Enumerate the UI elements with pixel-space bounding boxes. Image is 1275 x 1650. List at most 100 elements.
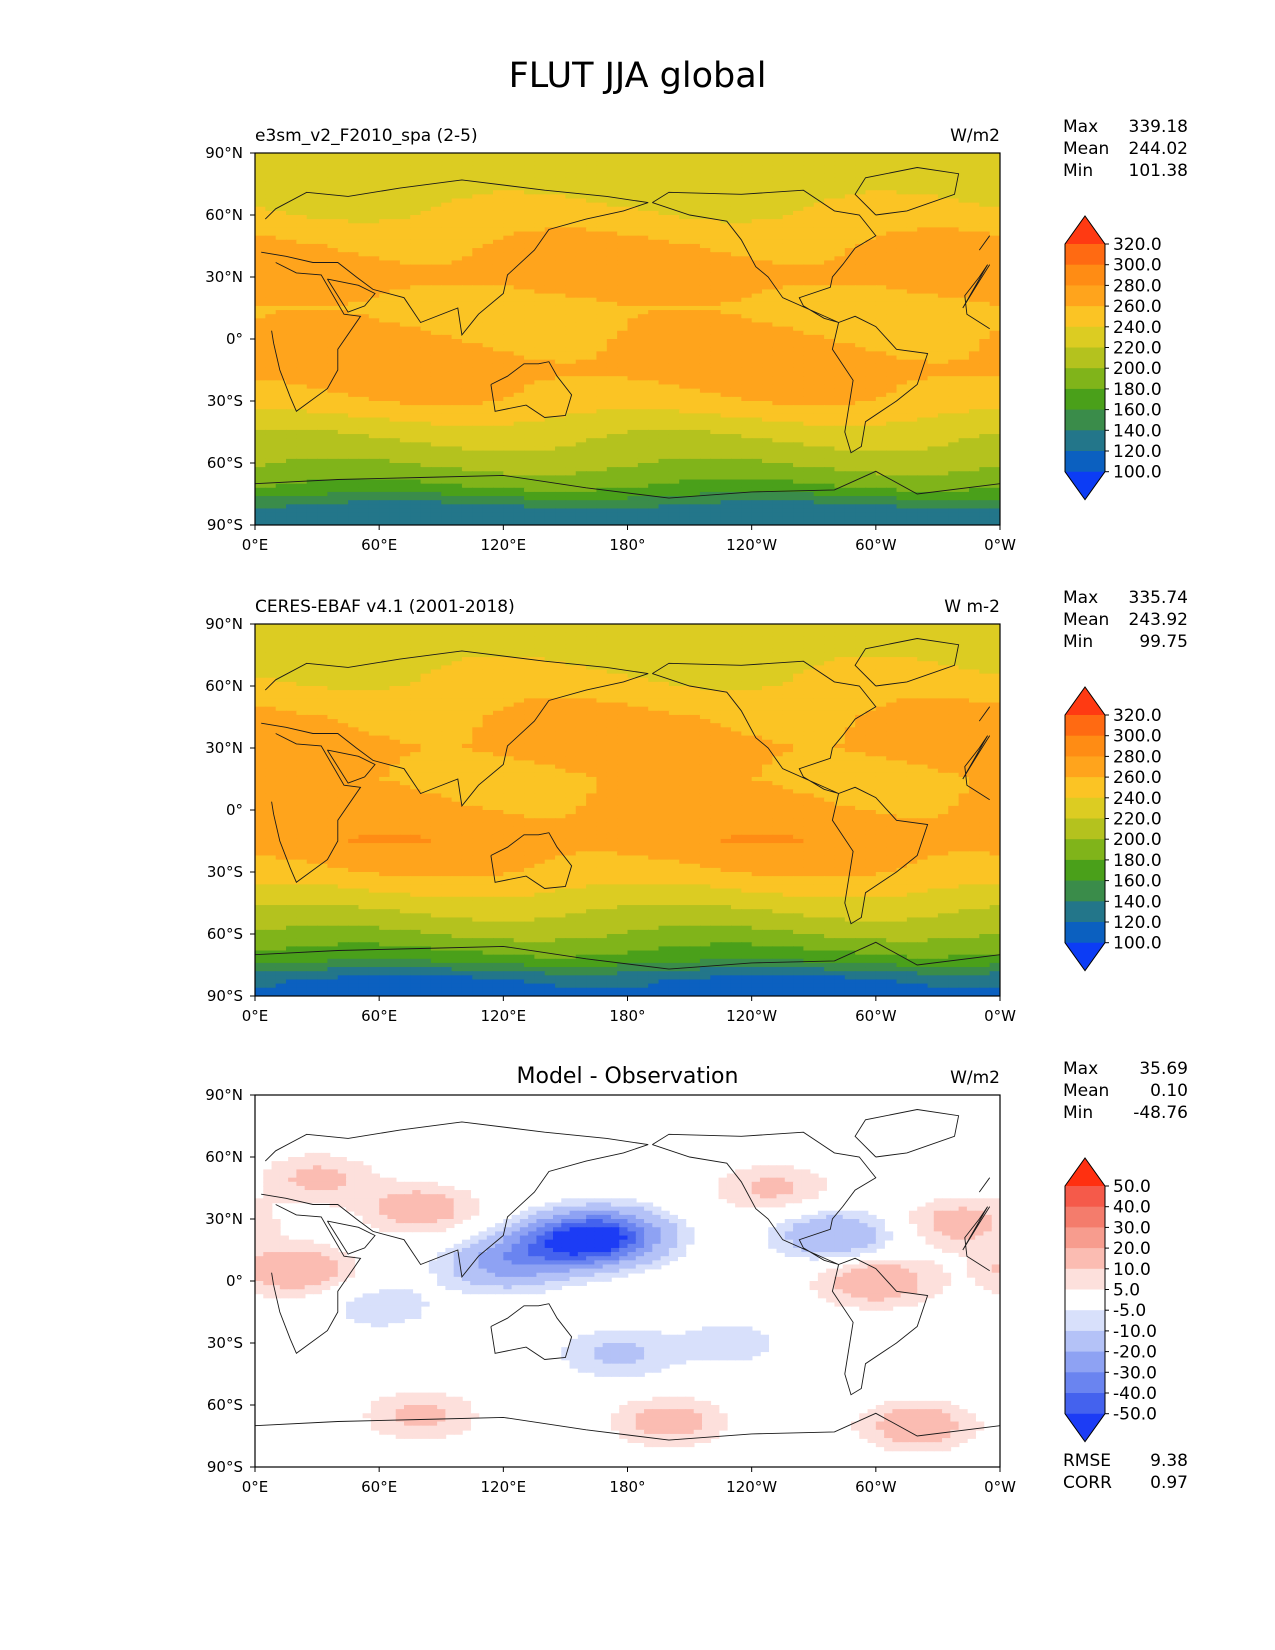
field-cell xyxy=(668,215,681,220)
field-cell xyxy=(896,314,908,320)
field-cell xyxy=(741,153,753,158)
field-cell xyxy=(420,413,432,419)
field-cell xyxy=(668,268,681,274)
field-cell xyxy=(544,248,556,253)
field-cell xyxy=(544,277,556,282)
field-cell xyxy=(337,256,349,262)
field-cell xyxy=(989,186,1000,191)
field-cell xyxy=(410,384,422,390)
field-cell xyxy=(586,417,598,423)
field-cell xyxy=(606,256,618,262)
field-cell xyxy=(958,388,970,394)
field-cell xyxy=(948,413,960,419)
field-cell xyxy=(886,161,898,167)
field-cell xyxy=(927,202,939,208)
field-cell xyxy=(575,260,587,266)
field-cell xyxy=(772,169,784,175)
field-cell xyxy=(741,351,753,357)
field-cell xyxy=(896,264,908,270)
field-cell xyxy=(803,425,815,431)
field-cell xyxy=(668,161,681,167)
field-cell xyxy=(834,388,846,394)
field-cell xyxy=(399,322,412,328)
field-cell xyxy=(451,330,463,336)
field-cell xyxy=(855,272,867,278)
field-cell xyxy=(668,322,681,328)
field-cell xyxy=(782,252,794,258)
field-cell xyxy=(730,322,743,328)
field-cell xyxy=(617,305,629,311)
field-cell xyxy=(317,438,329,444)
field-cell xyxy=(875,264,887,270)
field-cell xyxy=(379,384,391,390)
field-cell xyxy=(482,248,494,253)
field-cell xyxy=(803,243,815,249)
field-cell xyxy=(399,401,412,406)
field-cell xyxy=(855,173,867,179)
field-cell xyxy=(917,173,929,179)
field-cell xyxy=(917,153,929,158)
field-cell xyxy=(379,417,391,423)
field-cell xyxy=(793,305,805,311)
field-cell xyxy=(555,384,567,390)
field-cell xyxy=(358,310,370,315)
field-cell xyxy=(586,268,598,274)
field-cell xyxy=(555,277,567,282)
field-cell xyxy=(865,367,877,373)
field-cell xyxy=(844,405,856,411)
field-cell xyxy=(337,169,349,175)
field-cell xyxy=(772,165,784,171)
field-cell xyxy=(379,289,391,295)
field-cell xyxy=(575,417,587,423)
field-cell xyxy=(679,359,691,365)
field-cell xyxy=(927,260,939,266)
field-cell xyxy=(937,363,950,369)
field-cell xyxy=(565,310,577,315)
field-cell xyxy=(327,277,339,282)
field-cell xyxy=(699,355,712,361)
field-cell xyxy=(451,301,463,307)
field-cell xyxy=(617,293,629,299)
field-cell xyxy=(451,206,463,212)
field-cell xyxy=(544,376,556,382)
field-cell xyxy=(503,396,515,402)
field-cell xyxy=(617,384,629,390)
field-cell xyxy=(368,429,380,435)
field-cell xyxy=(658,392,670,398)
field-cell xyxy=(472,260,484,266)
field-cell xyxy=(430,285,443,291)
field-cell xyxy=(627,268,639,274)
field-cell xyxy=(286,202,298,208)
field-cell xyxy=(275,421,287,427)
field-cell xyxy=(430,293,443,299)
field-cell xyxy=(358,202,370,208)
field-cell xyxy=(327,227,339,233)
field-cell xyxy=(637,227,649,233)
field-cell xyxy=(679,202,691,208)
field-cell xyxy=(741,392,753,398)
field-cell xyxy=(875,429,887,435)
field-cell xyxy=(317,405,329,411)
field-cell xyxy=(513,252,525,258)
field-cell xyxy=(958,227,970,233)
field-cell xyxy=(762,434,774,439)
field-cell xyxy=(803,376,815,382)
field-cell xyxy=(348,434,360,439)
field-cell xyxy=(617,401,629,406)
field-cell xyxy=(255,380,267,386)
field-cell xyxy=(379,438,391,444)
field-cell xyxy=(855,181,867,187)
field-cell xyxy=(265,272,277,278)
field-cell xyxy=(544,318,556,324)
field-cell xyxy=(958,206,970,212)
field-cell xyxy=(875,347,887,353)
field-cell xyxy=(782,401,794,406)
field-cell xyxy=(937,417,950,423)
field-cell xyxy=(844,194,856,200)
field-cell xyxy=(317,281,329,287)
field-cell xyxy=(379,264,391,270)
field-cell xyxy=(461,330,474,336)
field-cell xyxy=(782,206,794,212)
field-cell xyxy=(989,417,1000,423)
field-cell xyxy=(544,239,556,245)
